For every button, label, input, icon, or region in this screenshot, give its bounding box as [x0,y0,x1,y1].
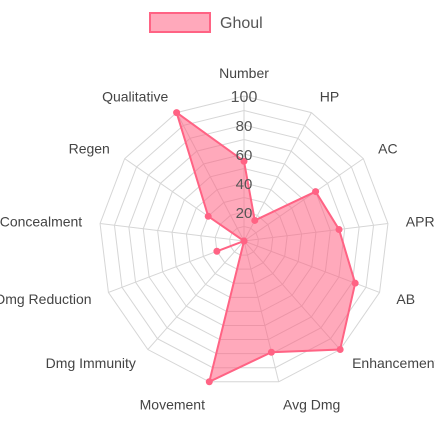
axis-label: APR [406,213,435,229]
data-point[interactable] [204,212,212,220]
radar-data [173,109,359,386]
series-area [174,110,357,384]
axis-label: Dmg Immunity [46,355,136,371]
legend-swatch [149,12,211,33]
data-point[interactable] [351,279,359,287]
data-point[interactable] [335,225,343,233]
axis-label: AB [396,291,415,307]
data-point[interactable] [312,188,320,196]
data-point[interactable] [251,216,259,224]
data-point[interactable] [213,247,221,255]
data-point[interactable] [267,348,275,356]
axis-label: Dmg Reduction [0,291,92,307]
axis-label: Number [219,65,269,81]
data-point[interactable] [240,157,248,165]
radar-ticks: 20 40 60 80 100 [231,89,258,222]
axis-label: Movement [140,396,205,412]
tick-label: 40 [236,176,253,193]
grid-spoke [147,240,245,350]
data-point[interactable] [240,237,248,245]
tick-label: 100 [231,89,258,106]
axis-label: Qualitative [102,89,168,105]
axis-label: HP [320,89,339,105]
data-point[interactable] [205,378,213,386]
axis-label: Regen [69,140,110,156]
grid-spoke [99,223,245,242]
axis-label: Concealment [0,213,82,229]
tick-label: 80 [236,118,253,135]
axis-label: Avg Dmg [283,396,340,412]
radar-axis-labels: Number HP AC APR AB Enhancement Avg Dmg Movemen… [0,65,435,412]
tick-label: 60 [236,147,253,164]
tick-label: 20 [236,205,253,222]
data-point[interactable] [173,109,181,117]
legend-label: Ghoul [220,15,263,32]
grid-ring [99,95,389,383]
data-point[interactable] [336,346,344,354]
legend[interactable]: Ghoul [149,12,263,33]
axis-label: Enhancement [352,355,435,371]
axis-label: AC [378,140,397,156]
grid-ring [113,109,375,369]
